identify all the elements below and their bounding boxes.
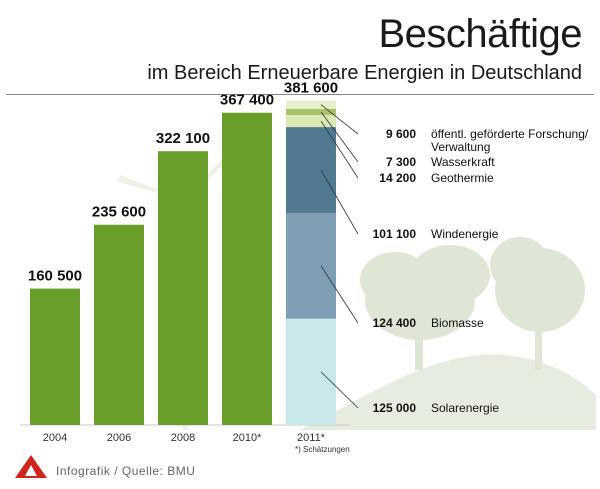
leader-line-5 xyxy=(320,104,359,135)
value-label-2008: 322 100 xyxy=(156,130,210,147)
bar-2008 xyxy=(158,151,208,425)
background-illustration xyxy=(118,150,596,430)
x-tick-2010: 2010* xyxy=(233,432,262,444)
value-label-2011: 381 600 xyxy=(284,80,338,97)
segment-value-1: 124 400 xyxy=(373,316,417,330)
segment-label-0: Solarenergie xyxy=(431,401,499,415)
value-label-2004: 160 500 xyxy=(28,268,82,285)
leader-line-0 xyxy=(320,371,359,409)
bar-2010 xyxy=(222,112,272,426)
segment-3 xyxy=(286,115,336,128)
segment-value-5: 9 600 xyxy=(386,127,416,141)
leader-line-4 xyxy=(320,111,359,163)
x-tick-2006: 2006 xyxy=(107,432,131,444)
ig-logo-icon xyxy=(12,452,52,480)
x-tick-2008: 2008 xyxy=(171,432,195,444)
value-label-2010: 367 400 xyxy=(220,92,274,109)
segment-value-4: 7 300 xyxy=(386,155,416,169)
segment-1 xyxy=(286,213,336,319)
leader-line-3 xyxy=(320,120,359,179)
segment-label-1: Biomasse xyxy=(431,316,484,330)
tree-icon xyxy=(360,237,585,370)
segment-label-5: Verwaltung xyxy=(431,140,490,154)
leader-line-1 xyxy=(320,265,359,324)
segment-label-5: öffentl. geförderte Forschung/ xyxy=(431,127,589,141)
chart-title: Beschäftige xyxy=(378,12,582,56)
segment-value-3: 14 200 xyxy=(379,171,416,185)
chart-subtitle: im Bereich Erneuerbare Energien in Deuts… xyxy=(147,62,582,84)
title-divider xyxy=(6,94,594,95)
bar-2006 xyxy=(94,224,144,425)
segment-label-3: Geothermie xyxy=(431,171,494,185)
segment-0 xyxy=(286,318,336,425)
x-tick-2011: 2011* xyxy=(297,432,326,444)
value-label-2006: 235 600 xyxy=(92,204,146,221)
bar-2004 xyxy=(30,288,80,425)
segment-label-4: Wasserkraft xyxy=(431,155,495,169)
stacked-bar-2011: 125 000 Solarenergie 124 400 Biomasse 101 10… xyxy=(286,100,589,425)
segment-value-0: 125 000 xyxy=(373,401,417,415)
bars-group: 160 500 2004 235 600 2006 322 100 2008 367 400… xyxy=(28,80,338,444)
x-tick-2004: 2004 xyxy=(43,432,67,444)
leader-line-2 xyxy=(320,169,359,235)
footnote: *) Schätzungen xyxy=(295,445,350,454)
segment-2 xyxy=(286,127,336,214)
segment-label-2: Windenergie xyxy=(431,227,499,241)
segment-5 xyxy=(286,100,336,109)
source-footer: Infografik / Quelle: BMU xyxy=(56,464,196,478)
segment-value-2: 101 100 xyxy=(373,227,417,241)
hill-shape xyxy=(300,354,596,430)
segment-4 xyxy=(286,108,336,116)
